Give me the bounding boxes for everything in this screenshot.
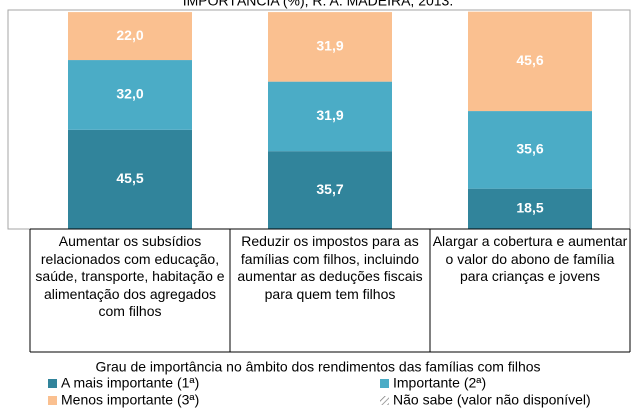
legend-label: Não sabe (valor não disponível) [393, 392, 591, 408]
legend-label: Importante (2ª) [393, 375, 486, 391]
bar-segment [268, 81, 392, 152]
legend-label: A mais importante (1ª) [61, 375, 199, 391]
data-label: 35,6 [516, 141, 543, 157]
bar-segment [468, 11, 592, 112]
data-label: 45,6 [516, 52, 543, 68]
bar-segment [268, 12, 392, 82]
data-label: 22,0 [116, 27, 143, 43]
legend-title: Grau de importância no âmbito dos rendim… [95, 359, 540, 375]
data-label: 31,9 [316, 38, 343, 54]
category-label: Aumentar os subsídios relacionados com e… [35, 233, 225, 319]
chart-title: IMPORTÂNCIA (%), R. A. MADEIRA, 2013. [183, 0, 453, 9]
bar-segment [68, 129, 192, 229]
data-label: 35,7 [316, 181, 343, 197]
bar-segment [468, 188, 592, 229]
legend-swatch [380, 379, 389, 388]
bar-segment [268, 151, 392, 229]
legend-label: Menos importante (3ª) [61, 392, 199, 408]
data-label: 18,5 [516, 200, 543, 216]
bar-segment [68, 60, 192, 130]
data-label: 31,9 [316, 107, 343, 123]
legend-swatch [48, 396, 57, 405]
category-label: Alargar a cobertura e aumentar o valor d… [432, 233, 628, 284]
bar-segment [468, 111, 592, 189]
category-label: Reduzir os impostos para as famílias com… [237, 233, 423, 302]
bar-segment [68, 12, 192, 61]
legend-swatch [48, 379, 57, 388]
data-label: 45,5 [116, 170, 143, 186]
data-label: 32,0 [116, 86, 143, 102]
legend-swatch [380, 396, 389, 405]
